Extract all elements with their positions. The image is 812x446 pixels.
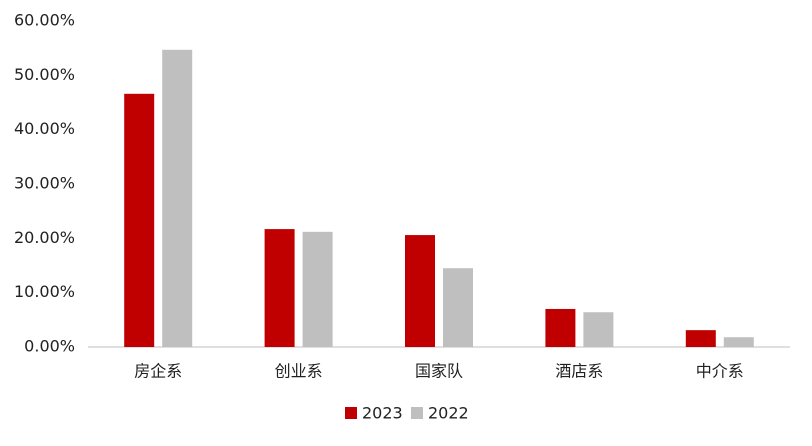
x-tick-label: 酒店系	[555, 362, 603, 381]
bar	[264, 229, 295, 347]
x-tick-label: 房企系	[134, 362, 182, 381]
y-tick-label: 30.00%	[14, 174, 75, 193]
bar	[405, 235, 435, 347]
bar	[685, 330, 716, 347]
x-tick-label: 国家队	[415, 362, 463, 381]
y-tick-label: 10.00%	[14, 282, 75, 301]
y-tick-label: 0.00%	[24, 337, 75, 356]
bar	[583, 312, 614, 347]
y-tick-label: 40.00%	[14, 119, 75, 138]
bar	[723, 337, 754, 347]
legend-label: 2022	[428, 404, 469, 423]
legend-swatch	[345, 407, 357, 419]
bar	[545, 308, 576, 347]
bar	[124, 93, 155, 347]
bar	[162, 49, 193, 348]
bar	[443, 268, 473, 347]
y-tick-label: 20.00%	[14, 228, 75, 247]
legend-label: 2023	[362, 404, 403, 423]
bar	[302, 231, 333, 347]
y-tick-label: 50.00%	[14, 65, 75, 84]
x-tick-label: 中介系	[696, 362, 744, 381]
y-tick-label: 60.00%	[14, 11, 75, 30]
x-tick-label: 创业系	[275, 362, 323, 381]
legend-swatch	[411, 407, 423, 419]
